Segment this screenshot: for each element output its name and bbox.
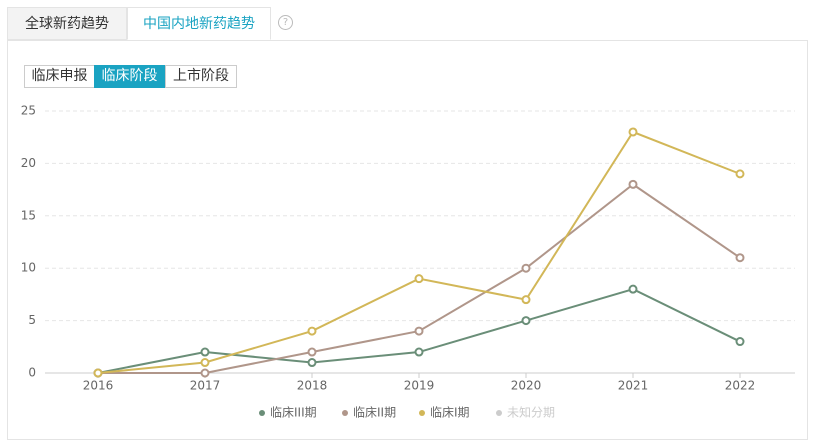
- x-tick-label: 2020: [511, 379, 542, 393]
- button-active[interactable]: 临床阶段: [94, 65, 165, 88]
- point: [200, 368, 210, 378]
- point: [414, 274, 424, 284]
- legend-label: 临床II期: [353, 406, 396, 420]
- x-tick-label: 2022: [725, 379, 756, 393]
- point: [307, 326, 317, 336]
- legend-swatch: [419, 410, 425, 416]
- help-icon[interactable]: ?: [278, 15, 293, 30]
- point: [200, 347, 210, 357]
- point: [628, 284, 638, 294]
- point: [735, 337, 745, 347]
- point: [307, 347, 317, 357]
- point: [628, 179, 638, 189]
- x-tick-label: 2021: [618, 379, 649, 393]
- y-tick-label: 5: [28, 313, 36, 327]
- point: [307, 358, 317, 368]
- x-tick-label: 2017: [190, 379, 221, 393]
- point: [200, 358, 210, 368]
- panel: [7, 40, 808, 440]
- point: [521, 295, 531, 305]
- legend-label: 临床III期: [270, 406, 317, 420]
- legend-label: 未知分期: [507, 406, 555, 420]
- legend-swatch: [496, 410, 502, 416]
- x-tick-label: 2019: [404, 379, 435, 393]
- series-line: [97, 130, 741, 374]
- point: [521, 263, 531, 273]
- y-tick-label: 25: [21, 104, 36, 118]
- y-tick-label: 15: [21, 208, 36, 222]
- point: [521, 316, 531, 326]
- legend-swatch: [342, 410, 348, 416]
- y-tick-label: 20: [21, 156, 36, 170]
- y-tick-label: 0: [28, 366, 36, 380]
- point: [93, 368, 103, 378]
- x-tick-label: 2018: [297, 379, 328, 393]
- point: [414, 326, 424, 336]
- tab-active[interactable]: 中国内地新药趋势: [127, 7, 271, 40]
- tab[interactable]: 全球新药趋势: [7, 7, 127, 40]
- point: [414, 347, 424, 357]
- point: [628, 127, 638, 137]
- point: [735, 253, 745, 263]
- point: [735, 169, 745, 179]
- button[interactable]: 上市阶段: [165, 65, 237, 88]
- y-tick-label: 10: [21, 261, 36, 275]
- legend-swatch: [259, 410, 265, 416]
- x-tick-label: 2016: [83, 379, 114, 393]
- legend-label: 临床I期: [430, 406, 470, 420]
